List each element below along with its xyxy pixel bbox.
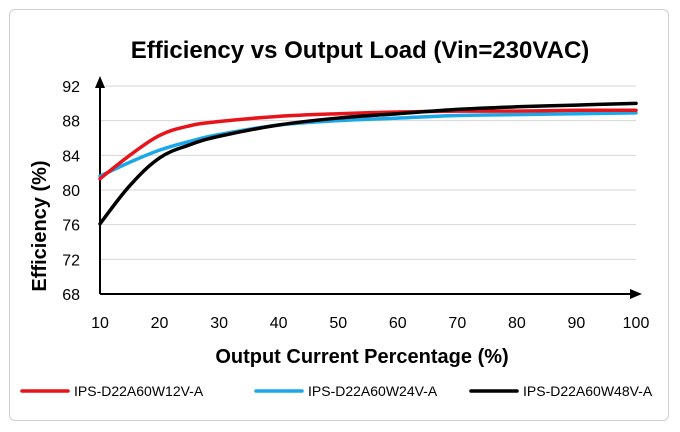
series-line-2 [98, 111, 638, 178]
axes [95, 76, 642, 299]
x-tick-label: 90 [568, 315, 586, 332]
x-tick-labels: 10 20 30 40 50 60 70 80 90 100 [91, 315, 649, 332]
series-line-1 [98, 108, 638, 181]
x-tick-label: 30 [210, 315, 228, 332]
legend-label: IPS-D22A60W12V-A [74, 383, 204, 399]
x-tick-label: 10 [91, 315, 109, 332]
x-tick-label: 60 [389, 315, 407, 332]
chart-title: Efficiency vs Output Load (Vin=230VAC) [131, 37, 590, 64]
y-tick-label: 92 [62, 79, 80, 96]
y-tick-label: 68 [62, 287, 80, 304]
y-tick-label: 84 [62, 148, 80, 165]
y-tick-label: 80 [62, 183, 80, 200]
x-tick-label: 100 [623, 315, 650, 332]
y-tick-labels: 68 72 76 80 84 88 92 [62, 79, 80, 304]
y-tick-label: 76 [62, 218, 80, 235]
legend-label: IPS-D22A60W48V-A [523, 383, 653, 399]
x-tick-label: 80 [508, 315, 526, 332]
y-tick-label: 88 [62, 114, 80, 131]
x-tick-label: 70 [448, 315, 466, 332]
x-axis-title: Output Current Percentage (%) [215, 346, 508, 368]
y-axis-arrow-icon [95, 76, 105, 88]
y-axis-title: Efficiency (%) [29, 160, 51, 291]
chart-frame [9, 9, 669, 421]
x-tick-label: 40 [270, 315, 288, 332]
legend-label: IPS-D22A60W24V-A [308, 383, 438, 399]
series-line-3 [98, 101, 638, 226]
x-axis-arrow-icon [630, 289, 642, 299]
series-lines [98, 101, 638, 226]
x-tick-label: 20 [151, 315, 169, 332]
x-tick-label: 50 [329, 315, 347, 332]
y-tick-label: 72 [62, 252, 80, 269]
legend: IPS-D22A60W12V-A IPS-D22A60W24V-A IPS-D22A… [20, 383, 653, 399]
